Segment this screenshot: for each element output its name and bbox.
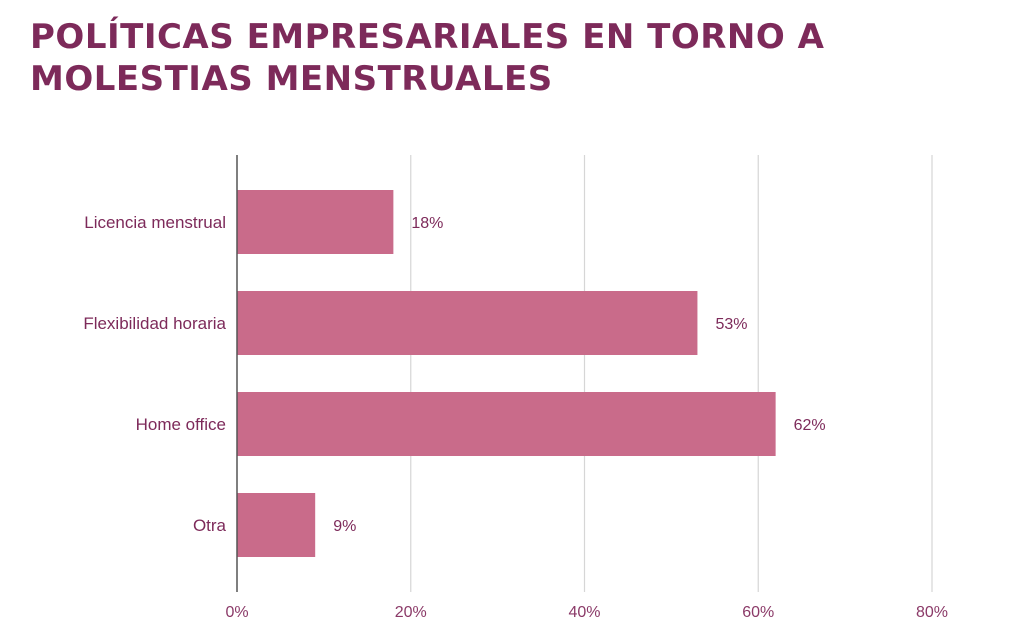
x-tick-label: 80% xyxy=(916,604,948,621)
value-label: 53% xyxy=(715,316,747,333)
x-tick-label: 20% xyxy=(395,604,427,621)
value-label: 9% xyxy=(333,518,356,535)
bars xyxy=(237,190,776,557)
value-label: 62% xyxy=(794,417,826,434)
value-labels: 18% 53% 62% 9% xyxy=(333,215,825,535)
category-labels: Licencia menstrual Flexibilidad horaria Ho… xyxy=(83,213,226,535)
category-label: Licencia menstrual xyxy=(84,213,226,232)
x-tick-labels: 0% 20% 40% 60% 80% xyxy=(225,604,948,621)
chart-title: POLÍTICAS EMPRESARIALES EN TORNO A MOLES… xyxy=(30,17,825,99)
category-label: Otra xyxy=(193,516,227,535)
x-tick-label: 0% xyxy=(225,604,248,621)
value-label: 18% xyxy=(411,215,443,232)
category-label: Home office xyxy=(136,415,226,434)
bar xyxy=(237,291,698,355)
x-tick-label: 60% xyxy=(742,604,774,621)
category-label: Flexibilidad horaria xyxy=(83,314,226,333)
gridlines xyxy=(410,155,933,592)
bar xyxy=(237,392,776,456)
x-tick-label: 40% xyxy=(568,604,600,621)
bar xyxy=(237,190,394,254)
bar xyxy=(237,493,316,557)
